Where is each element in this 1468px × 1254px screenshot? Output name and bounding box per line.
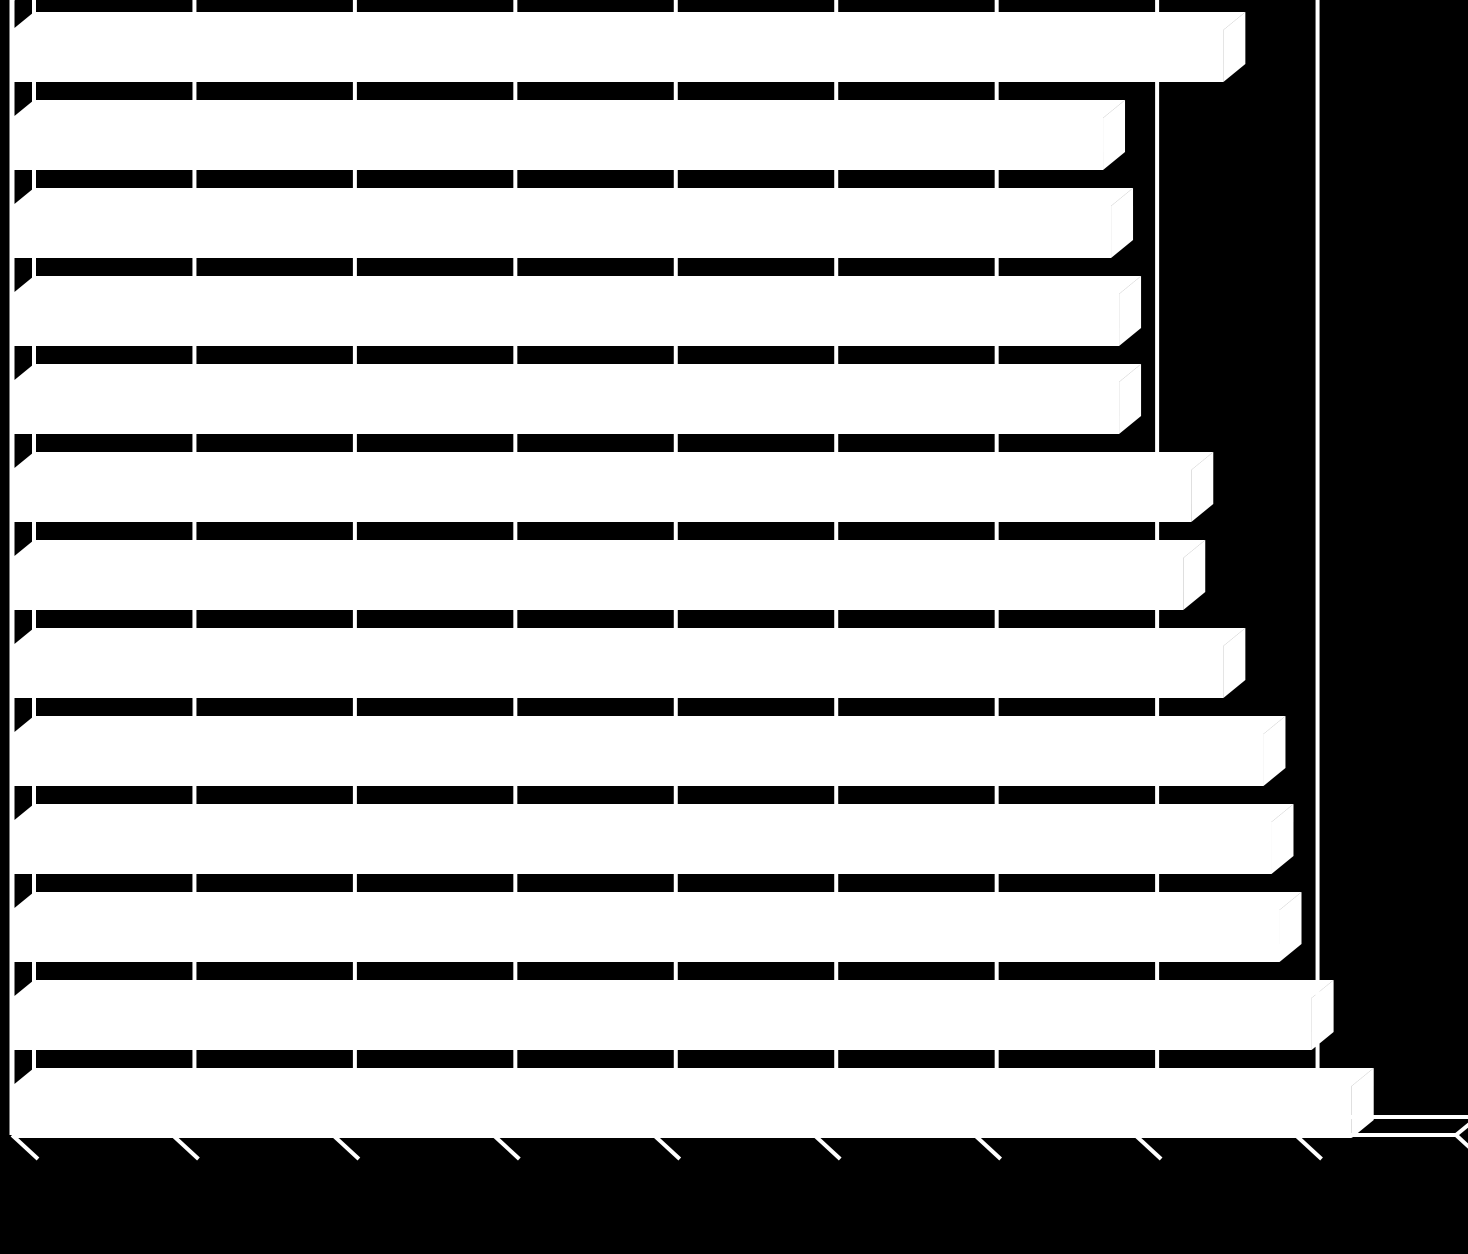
chart-bar-top: [12, 980, 1334, 998]
chart-bar: [12, 470, 1191, 522]
chart-bar: [12, 998, 1312, 1050]
chart-bar: [12, 910, 1280, 962]
x-axis-tick: [1296, 1135, 1322, 1159]
chart-bar-top: [12, 540, 1205, 558]
chart-bar-top: [12, 1068, 1374, 1086]
chart-canvas: [0, 0, 1468, 1254]
x-axis-tick: [172, 1135, 198, 1159]
chart-bar: [12, 382, 1119, 434]
chart-bar-top: [12, 364, 1141, 382]
chart-bar-top: [12, 716, 1285, 734]
x-axis-tick: [814, 1135, 840, 1159]
x-axis-tick: [333, 1135, 359, 1159]
x-axis-tick: [12, 1135, 38, 1159]
chart-bar: [12, 294, 1119, 346]
bar-chart: [0, 0, 1468, 1254]
chart-bar: [12, 30, 1223, 82]
x-axis-tick: [1456, 1135, 1468, 1159]
x-axis-tick: [1135, 1135, 1161, 1159]
chart-bar-top: [12, 628, 1245, 646]
chart-bar: [12, 1086, 1352, 1138]
chart-bar: [12, 558, 1183, 610]
chart-bar: [12, 206, 1111, 258]
chart-bar-top: [12, 452, 1213, 470]
x-axis-tick: [975, 1135, 1001, 1159]
x-axis-tick: [654, 1135, 680, 1159]
chart-bar-top: [12, 892, 1302, 910]
x-axis-tick: [493, 1135, 519, 1159]
chart-bar-top: [12, 276, 1141, 294]
chart-bar: [12, 646, 1223, 698]
chart-bar: [12, 822, 1271, 874]
chart-bar-top: [12, 188, 1133, 206]
floor-gridline: [1456, 1117, 1468, 1135]
chart-bar-top: [12, 100, 1125, 118]
chart-bar-top: [12, 12, 1245, 30]
chart-bar: [12, 118, 1103, 170]
chart-bar: [12, 734, 1263, 786]
chart-bar-top: [12, 804, 1293, 822]
